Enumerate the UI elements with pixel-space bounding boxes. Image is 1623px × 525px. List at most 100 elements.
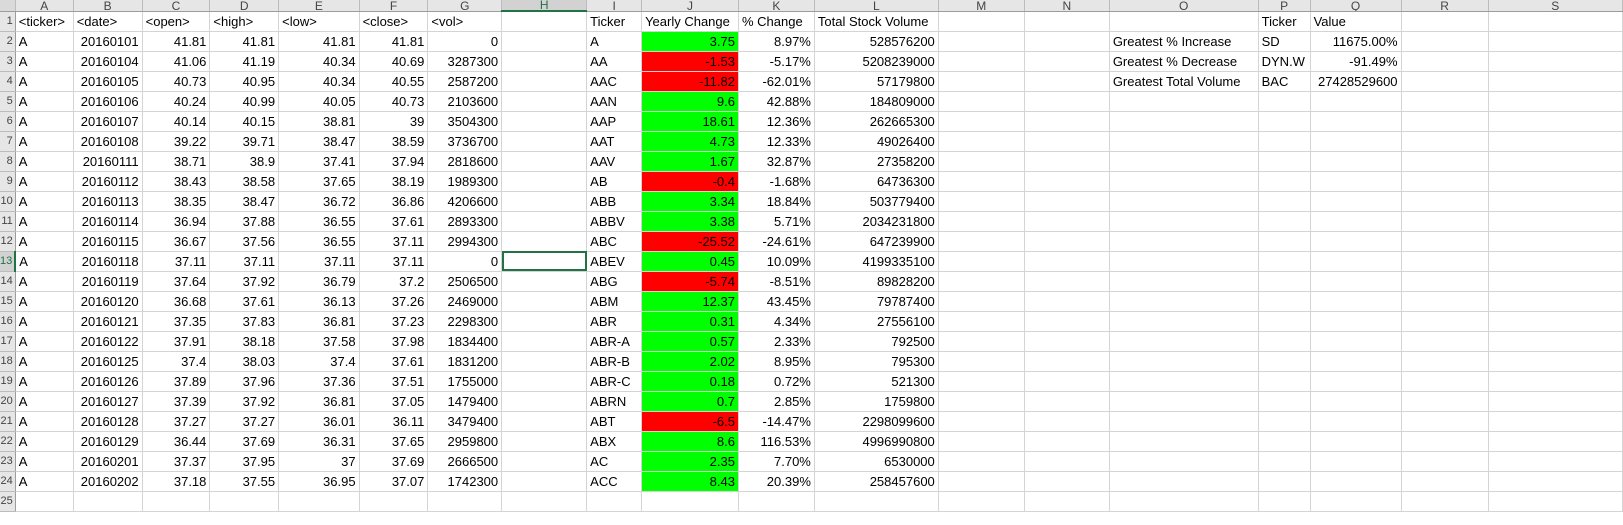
cell-a12[interactable]: A	[15, 231, 74, 252]
cell-a13[interactable]: A	[15, 251, 74, 272]
cell-l4[interactable]: 57179800	[814, 71, 939, 92]
cell-p25[interactable]	[1258, 491, 1311, 512]
cell-s1[interactable]	[1488, 11, 1623, 32]
cell-e16[interactable]: 36.81	[278, 311, 360, 332]
cell-i12[interactable]: ABC	[586, 231, 643, 252]
cell-g13[interactable]: 0	[427, 251, 503, 272]
cell-q16[interactable]	[1310, 311, 1402, 332]
cell-j8[interactable]: 1.67	[641, 151, 739, 172]
cell-e9[interactable]: 37.65	[278, 171, 360, 192]
cell-i5[interactable]: AAN	[586, 91, 643, 112]
cell-o1[interactable]	[1109, 11, 1259, 32]
cell-f6[interactable]: 39	[359, 111, 429, 132]
column-header-m[interactable]: M	[938, 0, 1025, 12]
cell-k1[interactable]: % Change	[738, 11, 815, 32]
cell-r24[interactable]	[1401, 471, 1489, 492]
cell-q13[interactable]	[1310, 251, 1402, 272]
cell-c9[interactable]: 38.43	[142, 171, 211, 192]
cell-n23[interactable]	[1024, 451, 1110, 472]
row-header[interactable]: 21	[0, 411, 16, 432]
cell-o9[interactable]	[1109, 171, 1259, 192]
cell-q20[interactable]	[1310, 391, 1402, 412]
cell-d13[interactable]: 37.11	[209, 251, 280, 272]
cell-n5[interactable]	[1024, 91, 1110, 112]
cell-f9[interactable]: 38.19	[359, 171, 429, 192]
cell-l17[interactable]: 792500	[814, 331, 939, 352]
cell-f4[interactable]: 40.55	[359, 71, 429, 92]
cell-j4[interactable]: -11.82	[641, 71, 739, 92]
cell-g11[interactable]: 2893300	[427, 211, 503, 232]
cell-o6[interactable]	[1109, 111, 1259, 132]
cell-p14[interactable]	[1258, 271, 1311, 292]
cell-l20[interactable]: 1759800	[814, 391, 939, 412]
cell-l13[interactable]: 4199335100	[814, 251, 939, 272]
cell-l24[interactable]: 258457600	[814, 471, 939, 492]
cell-i7[interactable]: AAT	[586, 131, 643, 152]
cell-r17[interactable]	[1401, 331, 1489, 352]
cell-j13[interactable]: 0.45	[641, 251, 739, 272]
cell-q8[interactable]	[1310, 151, 1402, 172]
cell-f7[interactable]: 38.59	[359, 131, 429, 152]
cell-s24[interactable]	[1488, 471, 1623, 492]
cell-g6[interactable]: 3504300	[427, 111, 503, 132]
cell-a15[interactable]: A	[15, 291, 74, 312]
cell-m10[interactable]	[938, 191, 1025, 212]
cell-i1[interactable]: Ticker	[586, 11, 643, 32]
cell-d18[interactable]: 38.03	[209, 351, 280, 372]
cell-e8[interactable]: 37.41	[278, 151, 360, 172]
cell-m21[interactable]	[938, 411, 1025, 432]
cell-e18[interactable]: 37.4	[278, 351, 360, 372]
cell-c11[interactable]: 36.94	[142, 211, 211, 232]
cell-s11[interactable]	[1488, 211, 1623, 232]
cell-g3[interactable]: 3287300	[427, 51, 503, 72]
cell-g17[interactable]: 1834400	[427, 331, 503, 352]
cell-s20[interactable]	[1488, 391, 1623, 412]
cell-q7[interactable]	[1310, 131, 1402, 152]
cell-q9[interactable]	[1310, 171, 1402, 192]
cell-n12[interactable]	[1024, 231, 1110, 252]
cell-a6[interactable]: A	[15, 111, 74, 132]
cell-i8[interactable]: AAV	[586, 151, 643, 172]
cell-q6[interactable]	[1310, 111, 1402, 132]
cell-n21[interactable]	[1024, 411, 1110, 432]
cell-m16[interactable]	[938, 311, 1025, 332]
cell-i2[interactable]: A	[586, 31, 643, 52]
cell-m15[interactable]	[938, 291, 1025, 312]
cell-q3[interactable]: -91.49%	[1310, 51, 1402, 72]
cell-d22[interactable]: 37.69	[209, 431, 280, 452]
cell-k12[interactable]: -24.61%	[738, 231, 815, 252]
cell-c18[interactable]: 37.4	[142, 351, 211, 372]
cell-i13[interactable]: ABEV	[586, 251, 643, 272]
cell-m11[interactable]	[938, 211, 1025, 232]
row-header[interactable]: 11	[0, 211, 16, 232]
cell-a5[interactable]: A	[15, 91, 74, 112]
cell-p23[interactable]	[1258, 451, 1311, 472]
cell-o23[interactable]	[1109, 451, 1259, 472]
cell-g19[interactable]: 1755000	[427, 371, 503, 392]
row-header[interactable]: 12	[0, 231, 16, 252]
cell-h14[interactable]	[501, 271, 588, 292]
cell-i19[interactable]: ABR-C	[586, 371, 643, 392]
cell-f19[interactable]: 37.51	[359, 371, 429, 392]
row-header[interactable]: 24	[0, 471, 16, 492]
cell-d19[interactable]: 37.96	[209, 371, 280, 392]
cell-o13[interactable]	[1109, 251, 1259, 272]
cell-e13[interactable]: 37.11	[278, 251, 360, 272]
cell-f17[interactable]: 37.98	[359, 331, 429, 352]
cell-e7[interactable]: 38.47	[278, 131, 360, 152]
column-header-j[interactable]: J	[641, 0, 739, 12]
cell-i18[interactable]: ABR-B	[586, 351, 643, 372]
cell-k2[interactable]: 8.97%	[738, 31, 815, 52]
cell-h6[interactable]	[501, 111, 588, 132]
cell-f8[interactable]: 37.94	[359, 151, 429, 172]
cell-h16[interactable]	[501, 311, 588, 332]
cell-g2[interactable]: 0	[427, 31, 503, 52]
cell-n2[interactable]	[1024, 31, 1110, 52]
cell-p22[interactable]	[1258, 431, 1311, 452]
cell-r8[interactable]	[1401, 151, 1489, 172]
column-header-o[interactable]: O	[1109, 0, 1259, 12]
cell-r9[interactable]	[1401, 171, 1489, 192]
cell-p4[interactable]: BAC	[1258, 71, 1311, 92]
cell-s7[interactable]	[1488, 131, 1623, 152]
cell-e4[interactable]: 40.34	[278, 71, 360, 92]
